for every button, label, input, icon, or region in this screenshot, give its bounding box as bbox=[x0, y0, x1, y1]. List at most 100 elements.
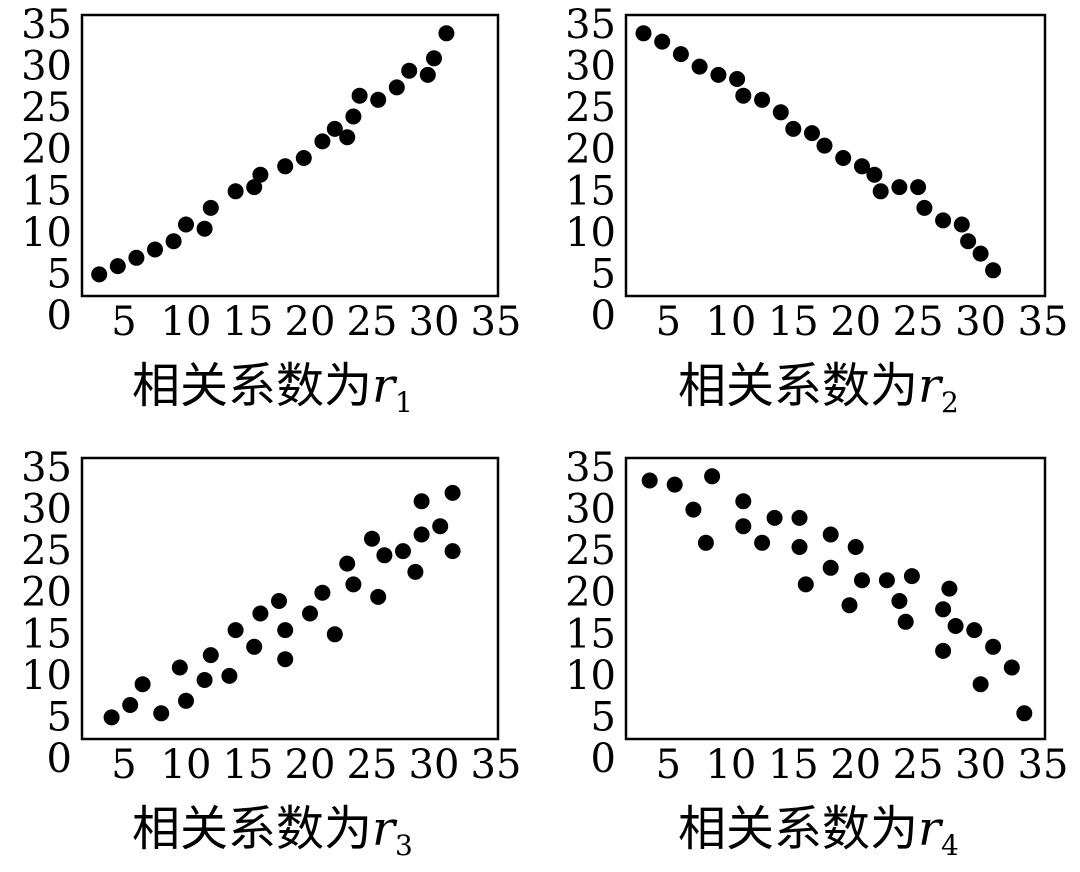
data-point bbox=[419, 66, 436, 83]
data-point bbox=[910, 179, 927, 196]
x-tick-label: 20 bbox=[830, 742, 881, 788]
y-tick-label: 20 bbox=[565, 570, 616, 616]
data-point bbox=[754, 91, 771, 108]
data-point bbox=[339, 129, 356, 146]
data-point bbox=[654, 33, 671, 50]
data-point bbox=[797, 576, 814, 593]
data-points bbox=[641, 468, 1033, 722]
data-point bbox=[407, 563, 424, 580]
caption-text: 相关系数为 bbox=[678, 358, 918, 414]
data-point bbox=[147, 241, 163, 258]
data-point bbox=[754, 534, 771, 551]
data-point bbox=[277, 158, 294, 175]
data-point bbox=[202, 647, 219, 664]
x-tick-label: 5 bbox=[656, 299, 681, 345]
x-tick-label: 5 bbox=[656, 742, 681, 788]
data-point bbox=[897, 613, 914, 630]
data-point bbox=[972, 676, 989, 693]
data-point bbox=[710, 66, 727, 83]
data-point bbox=[854, 572, 870, 589]
x-tick-label: 15 bbox=[223, 742, 274, 788]
data-point bbox=[729, 71, 746, 87]
data-point bbox=[960, 233, 977, 250]
data-point bbox=[735, 518, 752, 535]
y-tick-label: 20 bbox=[21, 570, 72, 616]
y-tick-label: 0 bbox=[591, 736, 616, 782]
data-point bbox=[1003, 659, 1020, 676]
data-point bbox=[426, 50, 442, 67]
data-point bbox=[128, 249, 145, 266]
x-tick-label: 25 bbox=[347, 299, 398, 345]
data-point bbox=[772, 104, 789, 121]
data-point bbox=[413, 493, 430, 510]
data-point bbox=[635, 25, 652, 42]
y-tick-label: 30 bbox=[21, 487, 72, 533]
data-point bbox=[1016, 705, 1033, 722]
data-point bbox=[985, 638, 1002, 655]
data-point bbox=[835, 150, 852, 166]
y-tick-label: 20 bbox=[565, 127, 616, 173]
data-point bbox=[935, 212, 952, 229]
data-point bbox=[109, 258, 126, 275]
y-tick-label: 5 bbox=[47, 694, 72, 740]
data-point bbox=[295, 150, 312, 166]
caption-subscript: 2 bbox=[941, 386, 959, 419]
x-tick-label: 25 bbox=[347, 742, 398, 788]
caption-variable: r bbox=[372, 801, 398, 857]
data-point bbox=[444, 543, 461, 560]
data-point bbox=[444, 484, 461, 501]
plot-frame bbox=[80, 13, 500, 298]
x-tick-label: 20 bbox=[830, 299, 881, 345]
x-tick-label: 5 bbox=[111, 299, 136, 345]
y-tick-label: 25 bbox=[21, 528, 72, 574]
data-point bbox=[246, 179, 263, 196]
data-point bbox=[816, 137, 833, 154]
x-tick-label: 5 bbox=[111, 742, 136, 788]
data-point bbox=[401, 62, 418, 79]
caption-text: 相关系数为 bbox=[132, 801, 372, 857]
data-point bbox=[866, 166, 883, 183]
x-tick-label: 35 bbox=[1018, 742, 1069, 788]
data-point bbox=[822, 559, 839, 576]
data-points bbox=[635, 25, 1002, 279]
caption-variable: r bbox=[918, 801, 944, 857]
data-point bbox=[370, 588, 387, 605]
x-tick-label: 15 bbox=[768, 299, 819, 345]
data-point bbox=[134, 676, 151, 693]
data-point bbox=[388, 79, 405, 96]
data-point bbox=[791, 539, 808, 555]
data-point bbox=[314, 133, 331, 150]
data-point bbox=[196, 672, 213, 688]
data-point bbox=[672, 46, 689, 63]
data-point bbox=[822, 526, 839, 543]
data-point bbox=[314, 584, 331, 601]
x-tick-label: 30 bbox=[955, 742, 1006, 788]
data-point bbox=[345, 576, 362, 593]
data-point bbox=[252, 166, 269, 183]
y-tick-label: 30 bbox=[21, 44, 72, 90]
x-tick-label: 30 bbox=[409, 299, 460, 345]
data-point bbox=[841, 597, 858, 614]
data-point bbox=[413, 526, 430, 543]
data-point bbox=[847, 539, 864, 555]
data-point bbox=[339, 555, 356, 572]
data-point bbox=[972, 245, 989, 262]
data-point bbox=[271, 593, 287, 609]
y-tick-label: 35 bbox=[21, 2, 72, 48]
data-point bbox=[91, 266, 108, 283]
y-tick-label: 5 bbox=[591, 694, 616, 740]
x-tick-label: 25 bbox=[893, 742, 944, 788]
data-point bbox=[302, 605, 318, 622]
data-point bbox=[326, 626, 343, 643]
y-tick-label: 10 bbox=[21, 653, 72, 699]
data-point bbox=[735, 87, 752, 104]
x-tick-label: 20 bbox=[285, 742, 336, 788]
data-point bbox=[196, 220, 213, 237]
data-point bbox=[277, 622, 294, 639]
data-point bbox=[165, 233, 182, 250]
y-tick-label: 30 bbox=[565, 44, 616, 90]
